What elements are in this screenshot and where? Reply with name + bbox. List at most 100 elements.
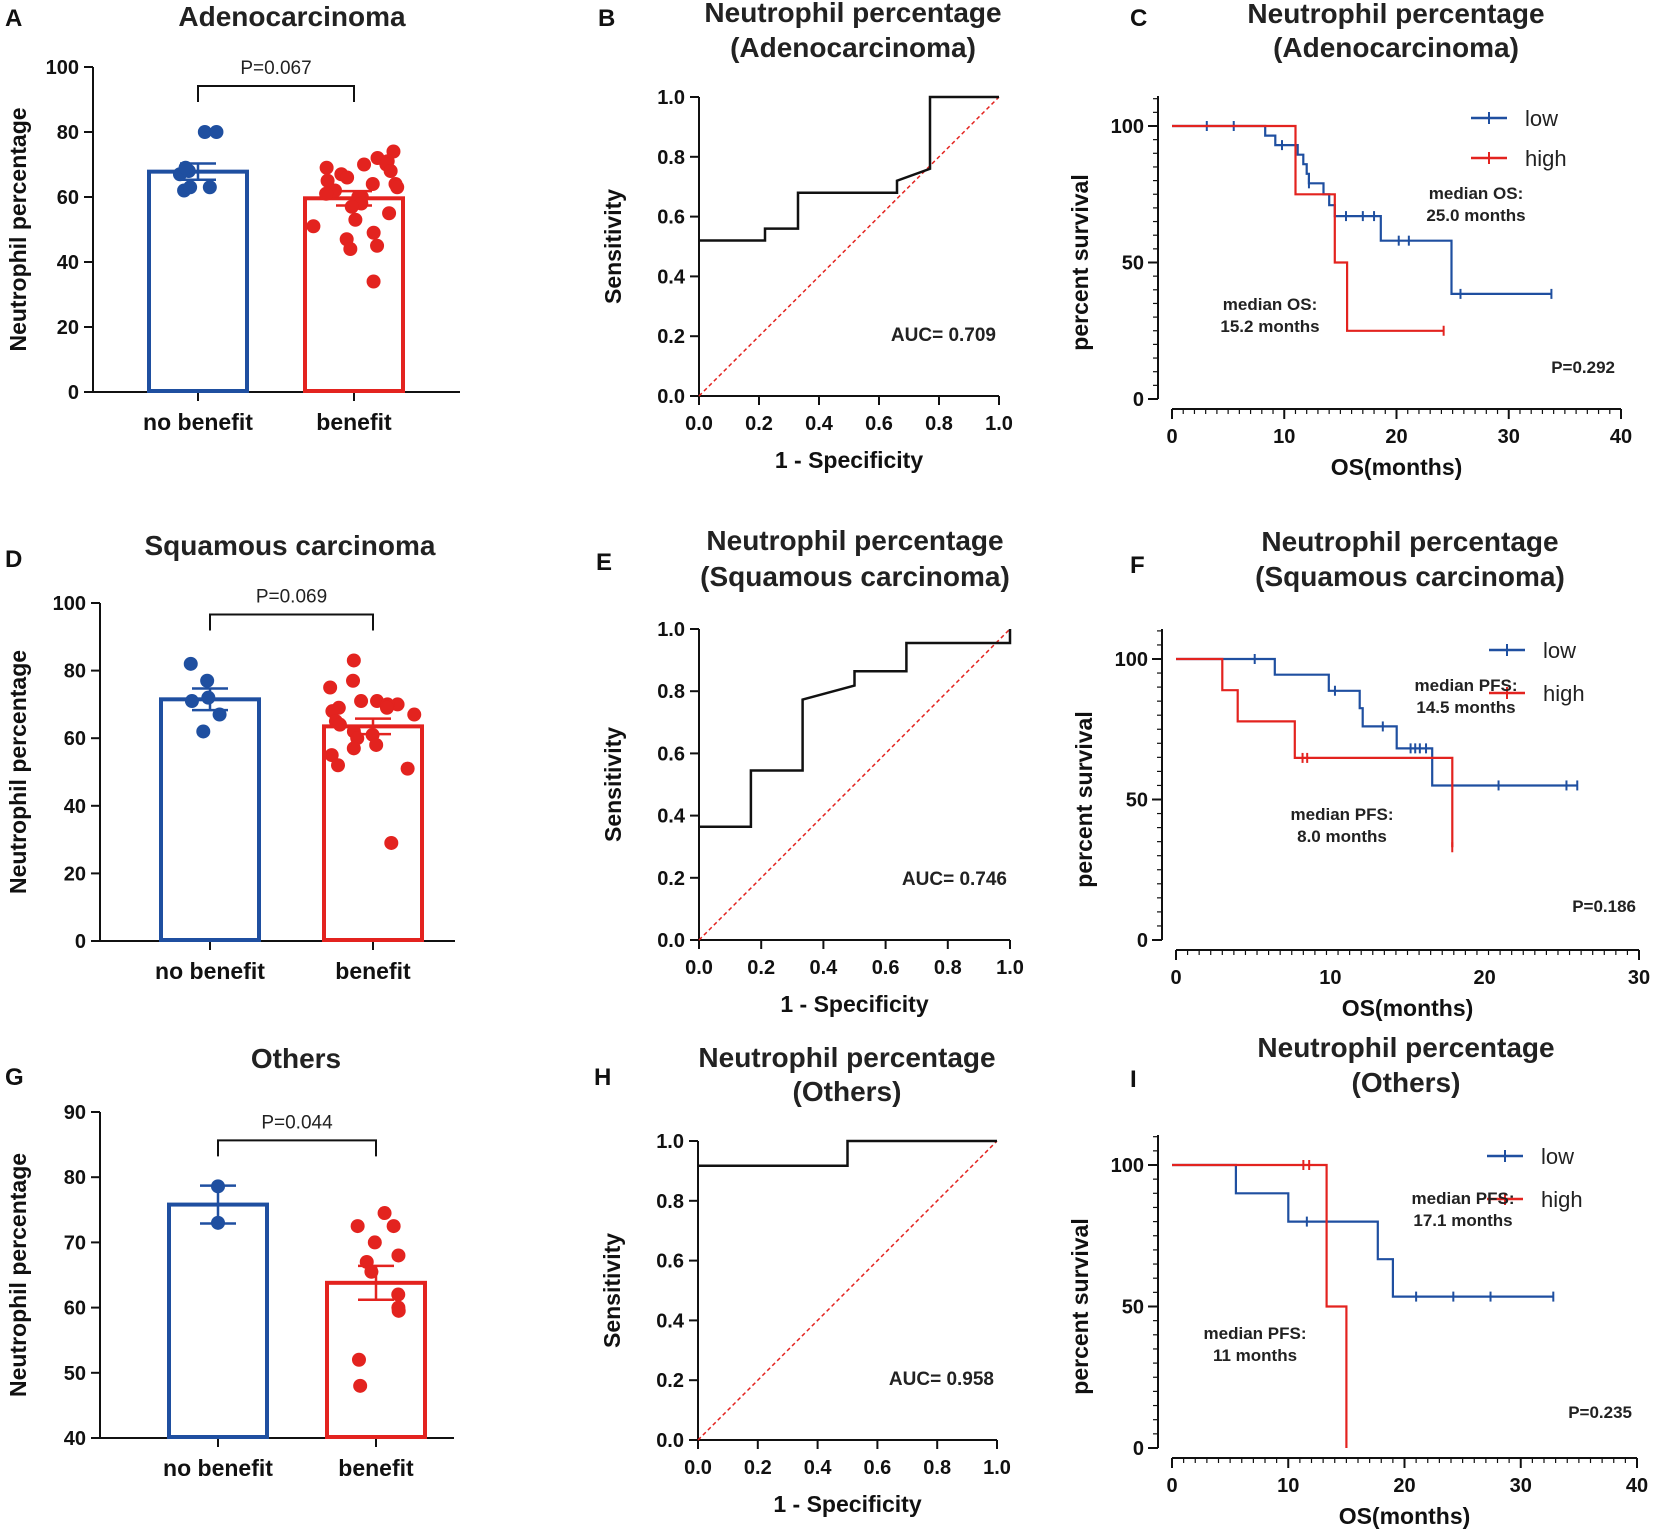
data-point [364, 1264, 379, 1279]
chart-title-line2: (Adenocarcinoma) [730, 32, 976, 63]
x-tick-label: 10 [1277, 1475, 1299, 1497]
chart-title-line1: Neutrophil percentage [1261, 526, 1558, 557]
data-point [390, 180, 405, 195]
p-value: P=0.235 [1568, 1403, 1632, 1422]
data-point [384, 835, 399, 850]
data-point [367, 1235, 382, 1250]
bar-benefit [325, 1280, 427, 1439]
data-point [343, 242, 358, 256]
x-tick-label: 0.0 [684, 1457, 712, 1479]
y-tick-label: 100 [53, 593, 86, 615]
y-tick-label: 80 [64, 661, 86, 683]
data-point [379, 700, 394, 715]
auc-label: AUC= 0.958 [889, 1369, 994, 1390]
panel-letter: H [594, 1064, 611, 1091]
x-tick-label: 0.8 [934, 957, 962, 979]
y-tick-label: 0.6 [656, 1251, 684, 1273]
y-axis-label: Neutrophil percentage [5, 650, 31, 894]
x-tick-label: 0.2 [744, 1457, 772, 1479]
x-tick-label: 0.0 [685, 957, 713, 979]
chart-title: Squamous carcinoma [145, 530, 436, 561]
x-tick-label: 0.2 [747, 957, 775, 979]
data-point [391, 1287, 406, 1302]
bar-no-benefit [159, 697, 261, 943]
significance-bracket [217, 1139, 377, 1157]
auc-label: AUC= 0.709 [891, 325, 996, 346]
x-tick-label: 10 [1319, 967, 1341, 989]
legend-label-high: high [1543, 681, 1585, 706]
y-tick-label: 80 [64, 1167, 86, 1189]
category-label: no benefit [143, 409, 253, 435]
data-point [377, 1206, 392, 1221]
median-annotation: 15.2 months [1220, 317, 1319, 336]
x-tick-label: 0.4 [809, 957, 838, 979]
x-axis-label: 1 - Specificity [775, 447, 923, 473]
panel-c: C Neutrophil percentage (Adenocarcinoma) 0 5… [1067, 0, 1632, 480]
x-tick-label: 30 [1510, 1475, 1532, 1497]
x-axis-label: OS(months) [1331, 454, 1463, 480]
x-tick-label: 10 [1273, 426, 1295, 448]
chart-title-line2: (Adenocarcinoma) [1273, 32, 1519, 63]
data-point [370, 238, 385, 253]
data-point [197, 125, 212, 139]
y-tick-label: 0 [1137, 930, 1148, 952]
x-tick-label: 1.0 [983, 1457, 1011, 1479]
data-point [353, 1378, 368, 1393]
data-point [340, 170, 355, 185]
legend-label-low: low [1543, 638, 1576, 663]
median-annotation: 17.1 months [1413, 1211, 1512, 1230]
data-point [346, 653, 361, 668]
x-tick-label: 30 [1498, 426, 1520, 448]
data-point [319, 160, 334, 175]
y-tick-label: 40 [57, 252, 79, 274]
data-point [346, 673, 361, 688]
chart-title-line1: Neutrophil percentage [698, 1042, 995, 1073]
data-point [348, 212, 363, 227]
median-annotation: median PFS: [1204, 1324, 1307, 1343]
reference-diagonal [697, 1140, 998, 1441]
x-tick-label: 1.0 [996, 957, 1024, 979]
y-axis-label: percent survival [1071, 711, 1097, 887]
data-point [211, 1179, 225, 1194]
panel-i: I Neutrophil percentage (Others) 0 50 100 0 10 2… [1067, 1032, 1648, 1529]
roc-curve [699, 629, 1012, 829]
x-tick-label: 0.6 [863, 1457, 891, 1479]
significance-bracket [209, 613, 374, 631]
data-point [357, 157, 372, 172]
data-point [400, 761, 415, 776]
legend-label-low: low [1541, 1144, 1574, 1169]
y-tick-label: 0.0 [656, 1430, 684, 1452]
data-point [351, 1352, 366, 1367]
panel-f: F Neutrophil percentage (Squamous carcinom… [1071, 526, 1650, 1021]
data-point [391, 1303, 406, 1318]
y-tick-label: 100 [46, 57, 79, 79]
x-tick-label: 0.4 [805, 413, 834, 435]
x-tick-label: 0.8 [925, 413, 953, 435]
data-point [390, 697, 405, 712]
y-tick-label: 0.2 [656, 1370, 684, 1392]
median-annotation: 11 months [1213, 1346, 1297, 1365]
x-tick-label: 1.0 [985, 413, 1013, 435]
x-tick-label: 20 [1385, 426, 1407, 448]
x-tick-label: 20 [1474, 967, 1496, 989]
y-tick-label: 100 [1115, 649, 1148, 671]
panel-g: G Others 40 50 60 70 80 90 Neutrophil percentage… [5, 1043, 454, 1481]
panel-letter: I [1130, 1066, 1137, 1093]
median-annotation: median PFS: [1415, 676, 1518, 695]
chart-title: Adenocarcinoma [178, 1, 406, 32]
data-point [365, 177, 380, 191]
data-point [366, 225, 381, 240]
panel-letter: D [5, 546, 22, 573]
data-point [306, 219, 321, 234]
data-point [196, 724, 211, 739]
category-label: benefit [335, 958, 411, 984]
data-point [211, 1215, 225, 1230]
y-axis-label: percent survival [1067, 1218, 1093, 1394]
category-label: no benefit [155, 958, 265, 984]
panel-d: D Squamous carcinoma 0 20 40 60 80 100 Neutrophi… [5, 530, 455, 984]
y-axis-label: Neutrophil percentage [5, 107, 31, 351]
y-tick-label: 50 [64, 1363, 86, 1385]
y-tick-label: 100 [1111, 1155, 1144, 1177]
y-tick-label: 1.0 [657, 87, 685, 109]
